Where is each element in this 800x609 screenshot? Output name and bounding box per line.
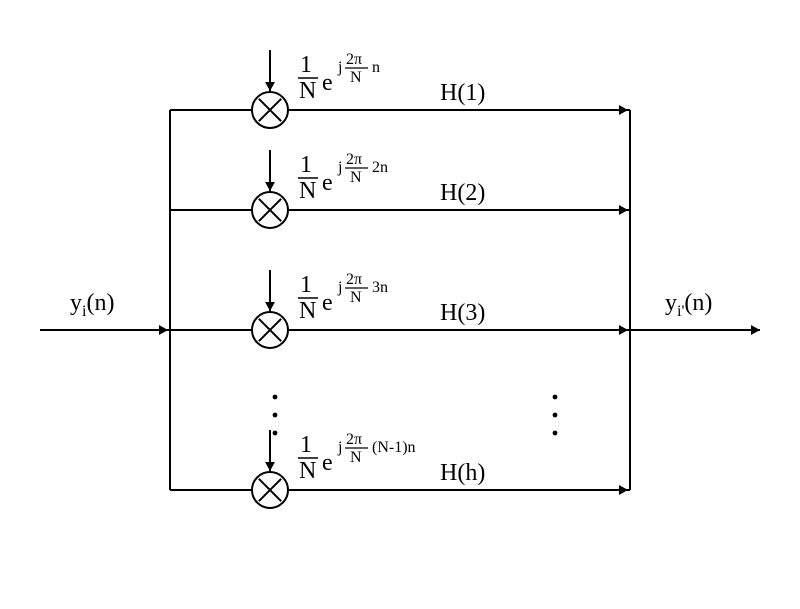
transfer-label: H(3) [440,300,485,326]
coef-label: 1Nej2πNn [298,51,380,104]
svg-text:e: e [322,450,333,476]
svg-text:N: N [299,458,316,484]
ellipsis-dot [553,431,558,436]
svg-text:1: 1 [300,152,312,178]
svg-text:j: j [337,59,342,76]
transfer-label: H(1) [440,80,485,106]
svg-text:2π: 2π [346,271,362,288]
svg-text:j: j [337,439,342,456]
svg-text:e: e [322,70,333,96]
transfer-label: H(h) [440,460,485,486]
coef-label: 1Nej2πN3n [298,271,388,324]
svg-text:e: e [322,170,333,196]
svg-text:2n: 2n [372,159,388,176]
svg-text:e: e [322,290,333,316]
coef-label: 1Nej2πN(N-1)n [298,431,416,484]
output-label: yi'(n) [665,290,712,320]
svg-text:N: N [350,449,362,466]
svg-text:2π: 2π [346,431,362,448]
svg-text:N: N [350,69,362,86]
svg-text:N: N [350,169,362,186]
svg-text:n: n [372,59,380,76]
svg-text:3n: 3n [372,279,388,296]
svg-text:1: 1 [300,272,312,298]
svg-text:N: N [299,298,316,324]
ellipsis-dot [273,395,278,400]
svg-text:1: 1 [300,52,312,78]
svg-text:N: N [299,178,316,204]
ellipsis-dot [273,413,278,418]
svg-text:j: j [337,159,342,176]
ellipsis-dot [553,413,558,418]
coef-label: 1Nej2πN2n [298,151,388,204]
svg-text:2π: 2π [346,51,362,68]
svg-text:j: j [337,279,342,296]
ellipsis-dot [553,395,558,400]
svg-text:(N-1)n: (N-1)n [372,439,416,456]
svg-text:2π: 2π [346,151,362,168]
transfer-label: H(2) [440,180,485,206]
svg-text:N: N [350,289,362,306]
ellipsis-dot [273,431,278,436]
svg-text:N: N [299,78,316,104]
svg-text:1: 1 [300,432,312,458]
input-label: yi(n) [70,290,114,320]
